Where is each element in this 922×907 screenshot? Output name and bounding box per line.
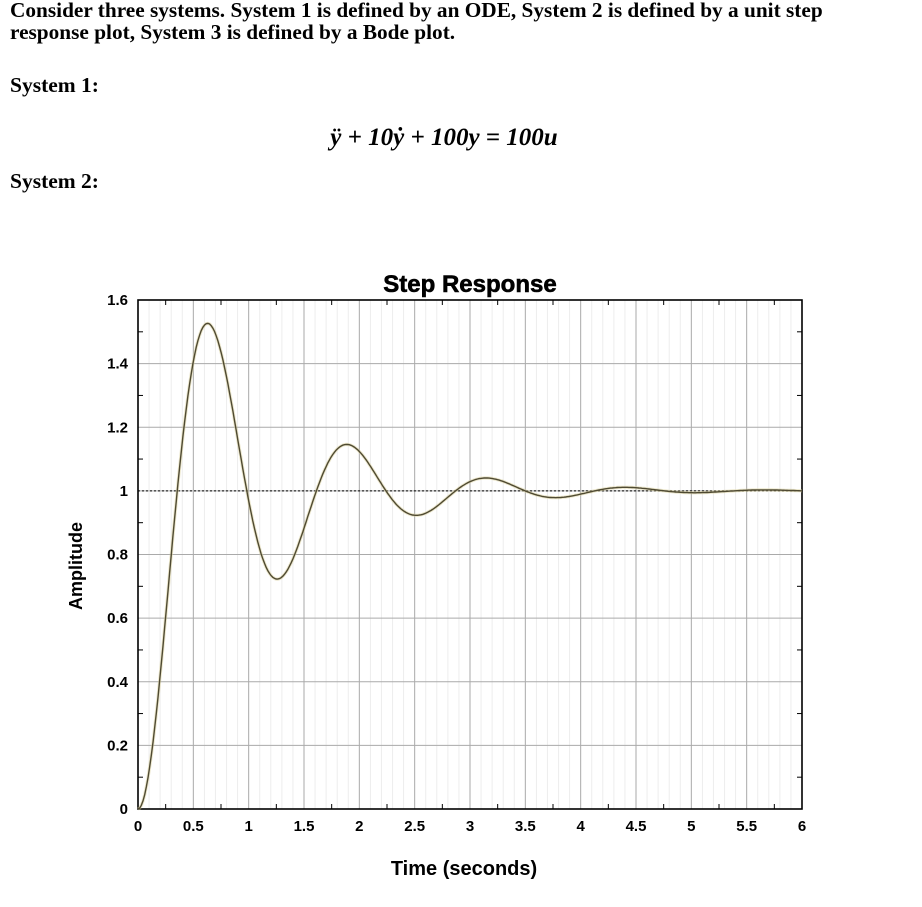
svg-text:4: 4	[577, 818, 586, 835]
svg-text:Time (seconds): Time (seconds)	[391, 858, 537, 880]
svg-text:1: 1	[120, 483, 128, 500]
svg-text:0.2: 0.2	[107, 737, 128, 754]
svg-text:1: 1	[245, 818, 253, 835]
svg-text:0.6: 0.6	[107, 610, 128, 627]
svg-text:3.5: 3.5	[515, 818, 536, 835]
svg-text:4.5: 4.5	[626, 818, 647, 835]
svg-text:Step Response: Step Response	[383, 271, 556, 298]
svg-text:2.5: 2.5	[404, 818, 425, 835]
svg-text:1.5: 1.5	[294, 818, 315, 835]
svg-text:0: 0	[134, 818, 142, 835]
svg-text:6: 6	[798, 818, 806, 835]
svg-text:0.8: 0.8	[107, 547, 128, 564]
svg-text:0.5: 0.5	[183, 818, 204, 835]
svg-text:1.2: 1.2	[107, 419, 128, 436]
svg-text:3: 3	[466, 818, 474, 835]
svg-text:1.6: 1.6	[107, 292, 128, 309]
svg-text:5: 5	[687, 818, 695, 835]
svg-text:2: 2	[355, 818, 363, 835]
svg-text:0.4: 0.4	[107, 674, 129, 691]
svg-text:1.4: 1.4	[107, 356, 129, 373]
svg-text:5.5: 5.5	[736, 818, 757, 835]
svg-text:Amplitude: Amplitude	[66, 522, 86, 610]
svg-text:0: 0	[120, 801, 128, 818]
